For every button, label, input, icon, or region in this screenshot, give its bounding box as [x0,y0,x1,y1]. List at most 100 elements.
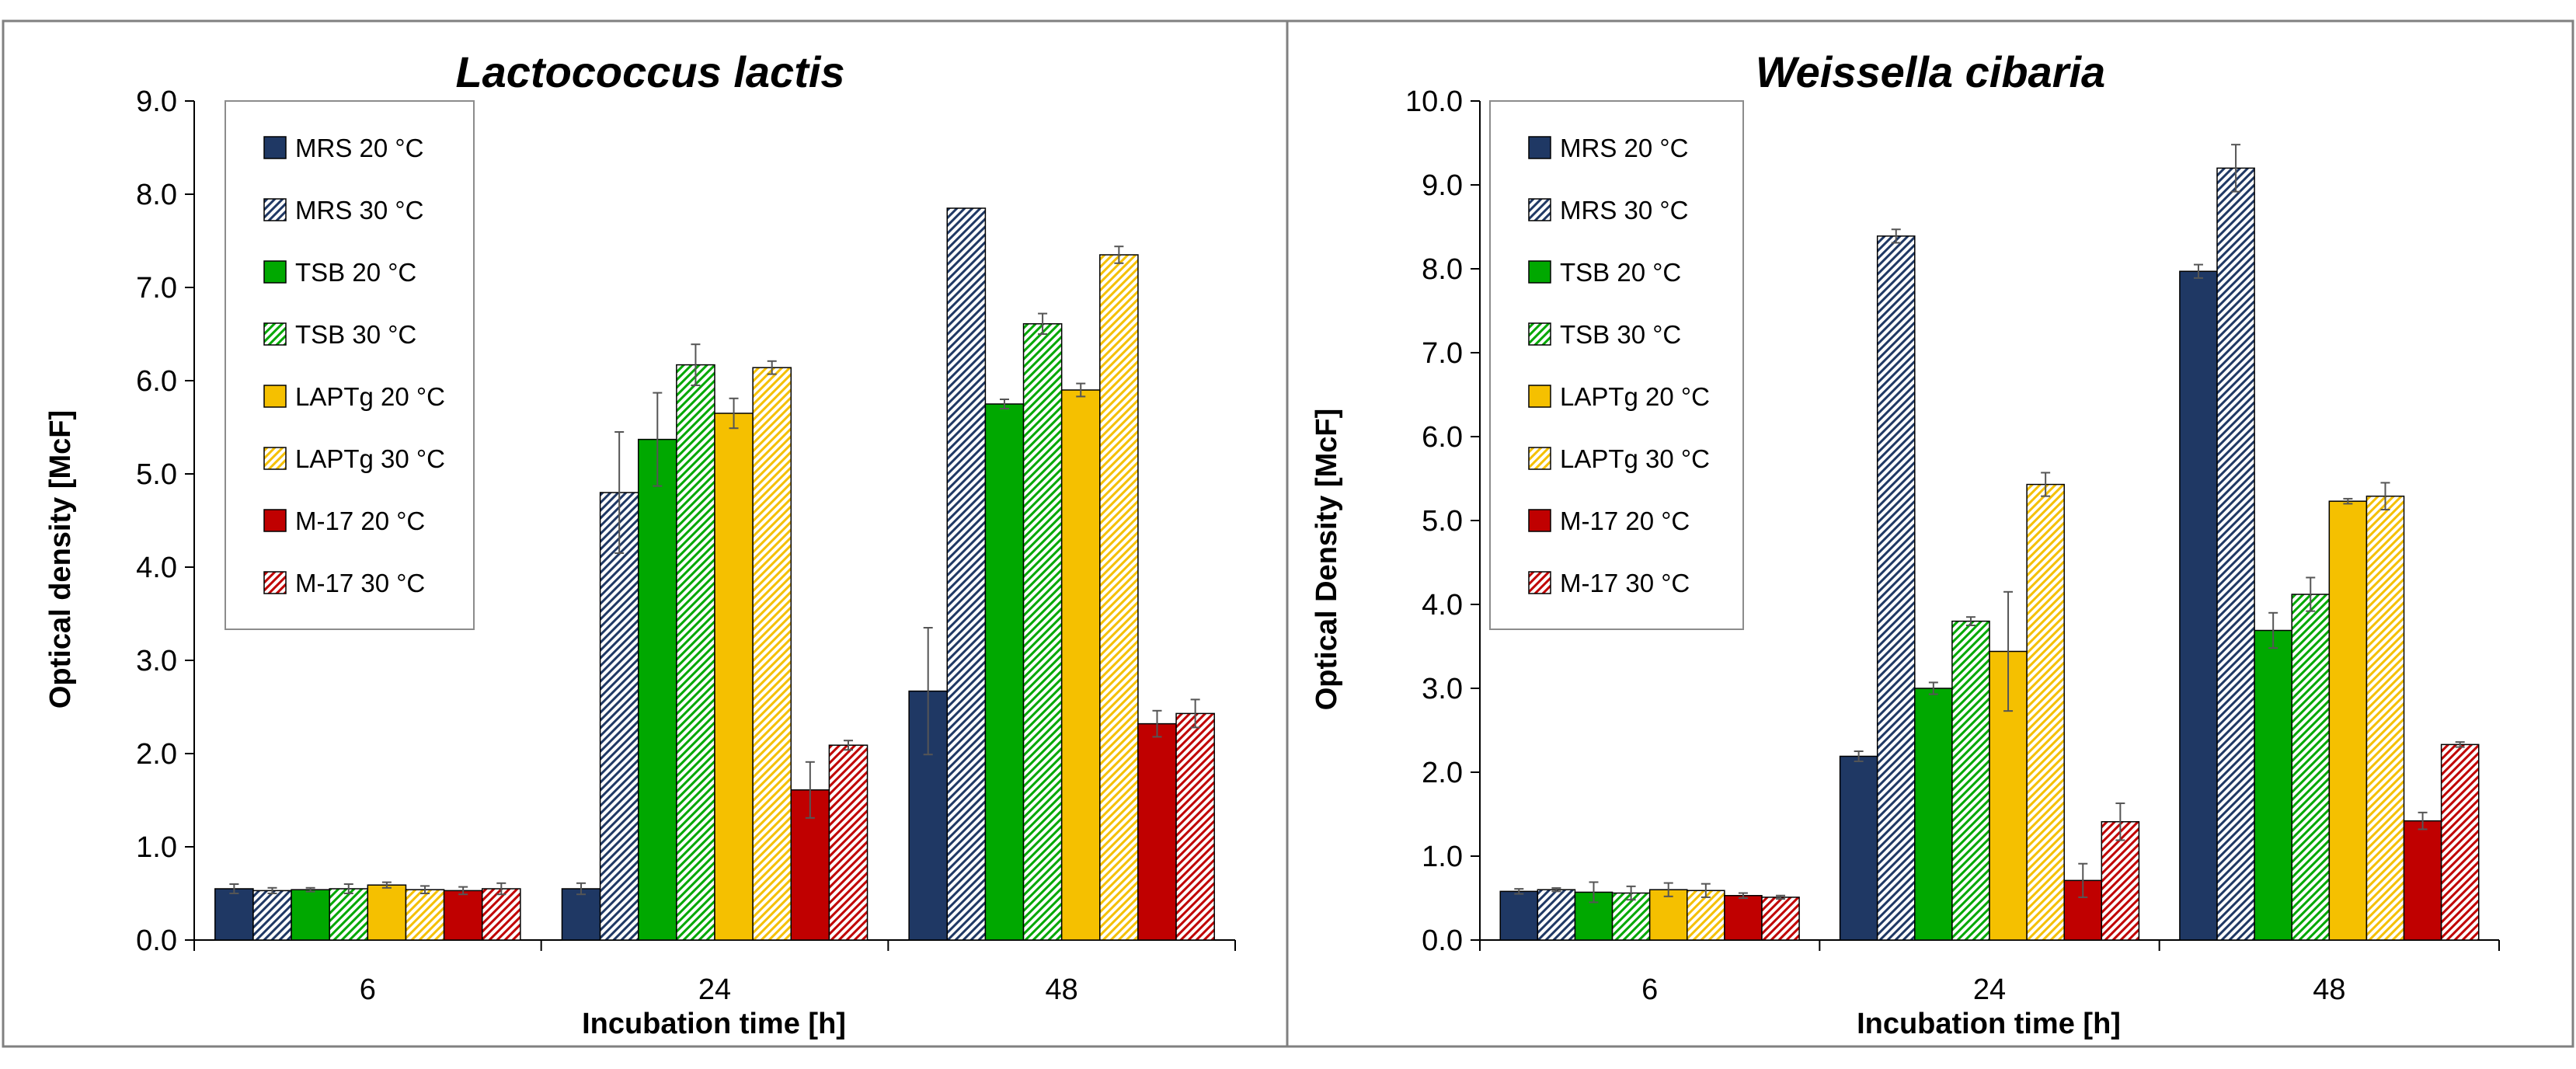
bar-laptg-30-c-6h [1687,890,1725,941]
legend-label: TSB 20 °C [295,258,416,287]
bar-mrs-20-c-24h [561,888,601,941]
x-tick-label: 24 [698,973,731,1006]
legend-item-laptg-20-c: LAPTg 20 °C [1528,382,1710,411]
y-tick-label: 2.0 [1422,757,1463,789]
bar-laptg-20-c-48h [1060,389,1101,941]
legend-box [225,100,475,630]
bar-tsb-30-c-24h [676,364,715,941]
legend-item-m-17-30-c: M-17 30 °C [263,569,425,597]
legend-swatch [263,198,287,221]
bar-laptg-30-c-24h [752,367,792,941]
legend-label: LAPTg 20 °C [295,382,445,411]
legend-swatch [263,385,287,408]
legend-label: LAPTg 30 °C [295,444,445,473]
y-tick-label: 4.0 [136,552,177,584]
error-bar [2115,802,2125,841]
y-tick-label: 8.0 [1422,253,1463,286]
bar-mrs-30-c-24h [599,492,639,941]
bar-laptg-30-c-48h [2365,495,2405,941]
bar-mrs-30-c-24h [1876,235,1916,941]
legend-item-mrs-20-c: MRS 20 °C [263,134,423,162]
error-bar [496,882,506,896]
legend-item-mrs-30-c: MRS 30 °C [263,196,423,225]
bar-mrs-20-c-6h [214,888,254,941]
y-tick-label: 1.0 [136,831,177,864]
error-bar [843,740,853,751]
y-tick-label: 7.0 [136,272,177,305]
error-bar [305,886,315,893]
chart-title: Weissella cibaria [1756,47,2105,96]
bar-tsb-20-c-48h [2254,629,2292,941]
bar-m-17-20-c-6h [443,890,483,941]
error-bar [805,761,815,819]
bar-tsb-20-c-6h [291,889,330,941]
bar-laptg-20-c-6h [367,884,407,941]
error-bar [1626,885,1636,901]
error-bar [923,627,933,756]
legend-swatch [1528,509,1551,532]
error-bar [1589,881,1599,904]
legend-label: M-17 20 °C [1560,507,1690,535]
bar-m-17-30-c-6h [481,888,521,941]
error-bar [1663,882,1673,897]
bar-laptg-20-c-24h [714,413,754,941]
error-bar [229,883,239,894]
x-tick-label: 24 [1973,973,2006,1006]
error-bar [767,360,777,375]
error-bar [1114,245,1124,264]
error-bar [1928,681,1938,695]
error-bar [1891,228,1901,244]
legend-swatch [1528,322,1551,346]
bar-tsb-30-c-48h [2291,594,2331,941]
x-axis-label: Incubation time [h] [582,1008,846,1040]
bar-tsb-20-c-48h [984,403,1025,941]
bar-m-17-20-c-48h [2403,820,2442,941]
y-tick-label: 0.0 [1422,924,1463,957]
bar-tsb-20-c-24h [637,438,677,941]
legend-label: TSB 30 °C [295,320,416,349]
y-tick-label: 7.0 [1422,337,1463,370]
y-tick-label: 9.0 [136,85,177,118]
legend-item-tsb-20-c: TSB 20 °C [263,258,416,287]
error-bar [2418,811,2428,830]
error-bar [1551,887,1561,893]
x-tick-label: 6 [1641,973,1658,1006]
legend-swatch [263,447,287,470]
bar-m-17-30-c-48h [2440,743,2480,941]
error-bar [381,881,392,889]
y-tick-label: 8.0 [136,179,177,211]
legend-swatch [263,322,287,346]
chart-panel-weissella: Weissella cibaria Optical Density [McF] … [1286,19,2574,1048]
legend-label: M-17 20 °C [295,507,425,535]
bar-m-17-20-c-6h [1724,895,1763,941]
legend-box [1489,100,1744,630]
bar-laptg-30-c-6h [405,889,445,941]
bar-mrs-30-c-6h [252,890,292,941]
bar-m-17-20-c-48h [1137,723,1177,941]
x-tick-label: 48 [2313,973,2345,1006]
legend-label: MRS 20 °C [1560,134,1688,162]
legend-item-m-17-20-c: M-17 20 °C [263,507,425,535]
error-bar [2380,482,2390,510]
legend-item-m-17-30-c: M-17 30 °C [1528,569,1690,597]
legend-item-mrs-30-c: MRS 30 °C [1528,196,1688,225]
error-bar [2041,472,2051,497]
bar-mrs-20-c-48h [2179,270,2218,941]
y-tick-label: 10.0 [1405,85,1463,118]
legend-label: MRS 30 °C [295,196,423,225]
legend-label: M-17 30 °C [295,569,425,597]
error-bar [343,883,353,894]
y-tick-label: 0.0 [136,924,177,957]
y-tick-label: 9.0 [1422,169,1463,202]
y-tick-label: 6.0 [1422,421,1463,454]
legend-label: TSB 30 °C [1560,320,1681,349]
legend-item-laptg-30-c: LAPTg 30 °C [263,444,445,473]
legend-swatch [1528,447,1551,470]
error-bar [1965,616,1976,626]
legend-swatch [263,260,287,284]
y-tick-label: 3.0 [136,645,177,677]
y-tick-label: 6.0 [136,365,177,398]
bar-tsb-30-c-6h [329,888,369,941]
error-bar [1738,892,1748,899]
